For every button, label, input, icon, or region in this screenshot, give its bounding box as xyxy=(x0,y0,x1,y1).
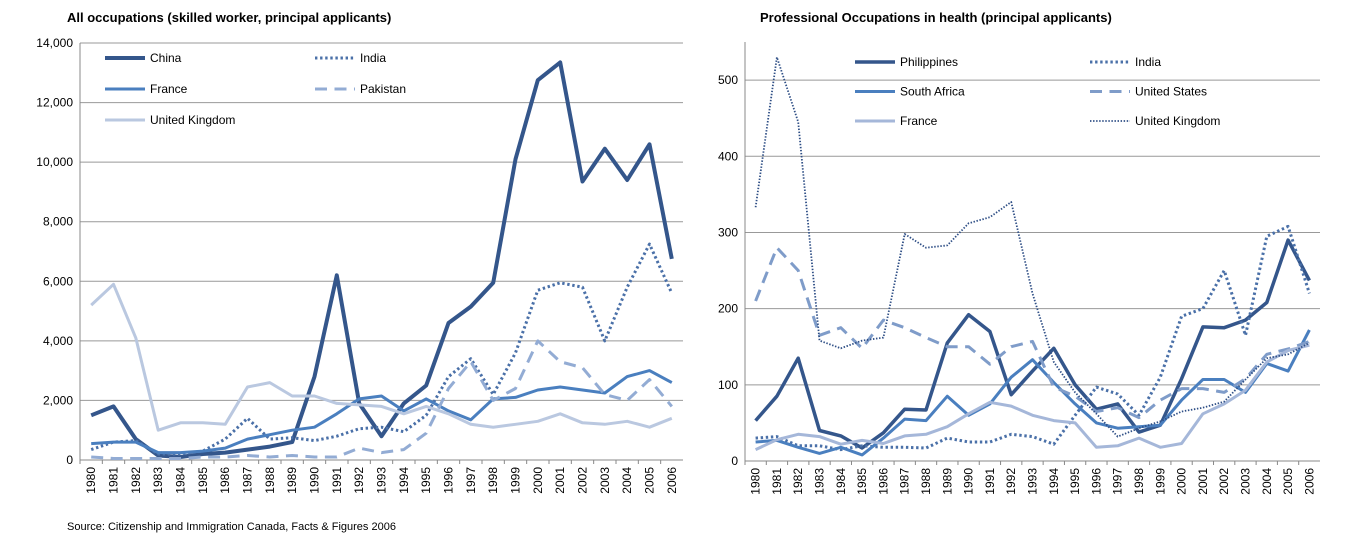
y-tick-label: 14,000 xyxy=(36,36,73,50)
x-tick-label: 1999 xyxy=(509,467,523,494)
x-tick-label: 1981 xyxy=(770,468,784,495)
x-tick-label: 1994 xyxy=(397,467,411,494)
legend-label: United Kingdom xyxy=(1135,114,1220,128)
x-tick-label: 2000 xyxy=(531,467,545,494)
x-tick-label: 1987 xyxy=(898,468,912,495)
x-tick-label: 1980 xyxy=(749,468,763,495)
x-tick-label: 2005 xyxy=(643,467,657,494)
x-tick-label: 1996 xyxy=(442,467,456,494)
x-tick-label: 1996 xyxy=(1089,468,1103,495)
x-tick-label: 1984 xyxy=(174,467,188,494)
data-line xyxy=(91,369,673,455)
y-tick-label: 6,000 xyxy=(43,274,73,288)
x-tick-label: 1990 xyxy=(308,467,322,494)
x-tick-label: 1988 xyxy=(263,467,277,494)
x-tick-label: 1987 xyxy=(241,467,255,494)
x-tick-label: 2005 xyxy=(1281,468,1295,495)
x-tick-label: 2004 xyxy=(1260,468,1274,495)
y-tick-label: 4,000 xyxy=(43,334,73,348)
y-tick-label: 100 xyxy=(718,378,738,392)
x-tick-label: 2000 xyxy=(1175,468,1189,495)
x-tick-label: 1983 xyxy=(151,467,165,494)
x-tick-label: 1995 xyxy=(1068,468,1082,495)
legend-label: United Kingdom xyxy=(150,113,235,127)
x-tick-label: 1989 xyxy=(940,468,954,495)
y-tick-label: 300 xyxy=(718,225,738,239)
legend-label: Pakistan xyxy=(360,82,406,96)
legend-label: China xyxy=(150,51,182,65)
data-line xyxy=(91,339,673,460)
x-tick-label: 1993 xyxy=(375,467,389,494)
x-tick-label: 1983 xyxy=(813,468,827,495)
data-line xyxy=(90,282,673,432)
legend-label: India xyxy=(1135,55,1161,69)
data-line xyxy=(754,246,1310,420)
x-tick-label: 2002 xyxy=(1217,468,1231,495)
x-tick-label: 1982 xyxy=(129,467,143,494)
data-line xyxy=(754,343,1310,451)
x-tick-label: 2003 xyxy=(598,467,612,494)
x-tick-label: 1985 xyxy=(196,467,210,494)
x-tick-label: 1990 xyxy=(962,468,976,495)
chart-title: All occupations (skilled worker, princip… xyxy=(67,10,391,25)
data-line xyxy=(754,238,1311,450)
x-tick-label: 1986 xyxy=(876,468,890,495)
x-tick-label: 1988 xyxy=(919,468,933,495)
x-tick-label: 1982 xyxy=(791,468,805,495)
legend-label: Philippines xyxy=(900,55,958,69)
x-tick-label: 2006 xyxy=(665,467,679,494)
x-tick-label: 1984 xyxy=(834,468,848,495)
y-tick-label: 12,000 xyxy=(36,96,73,110)
y-tick-label: 2,000 xyxy=(43,393,73,407)
x-tick-label: 2001 xyxy=(553,467,567,494)
x-tick-label: 2002 xyxy=(576,467,590,494)
x-tick-label: 1993 xyxy=(1026,468,1040,495)
x-tick-label: 1995 xyxy=(419,467,433,494)
legend-label: France xyxy=(150,82,188,96)
x-tick-label: 1981 xyxy=(107,467,121,494)
data-line xyxy=(90,242,674,456)
y-tick-label: 0 xyxy=(66,453,73,467)
legend-label: India xyxy=(360,51,386,65)
chart-title: Professional Occupations in health (prin… xyxy=(760,10,1112,25)
x-tick-label: 1999 xyxy=(1153,468,1167,495)
x-tick-label: 1980 xyxy=(84,467,98,494)
y-tick-label: 400 xyxy=(718,149,738,163)
x-tick-label: 1997 xyxy=(1111,468,1125,495)
x-tick-label: 1986 xyxy=(218,467,232,494)
y-tick-label: 0 xyxy=(731,454,738,468)
x-tick-label: 2001 xyxy=(1196,468,1210,495)
x-tick-label: 1991 xyxy=(330,467,344,494)
legend-label: France xyxy=(900,114,938,128)
y-tick-label: 8,000 xyxy=(43,215,73,229)
legend-label: South Africa xyxy=(900,85,965,99)
y-tick-label: 10,000 xyxy=(36,155,73,169)
y-tick-label: 200 xyxy=(718,302,738,316)
x-tick-label: 1994 xyxy=(1047,468,1061,495)
data-line xyxy=(755,329,1311,457)
x-tick-label: 1991 xyxy=(983,468,997,495)
x-tick-label: 2006 xyxy=(1302,468,1316,495)
x-tick-label: 1989 xyxy=(285,467,299,494)
x-tick-label: 1985 xyxy=(855,468,869,495)
x-tick-label: 1998 xyxy=(486,467,500,494)
x-tick-label: 1998 xyxy=(1132,468,1146,495)
source-note: Source: Citizenship and Immigration Cana… xyxy=(67,521,396,533)
x-tick-label: 2004 xyxy=(620,467,634,494)
data-line xyxy=(90,60,674,459)
x-tick-label: 2003 xyxy=(1238,468,1252,495)
x-tick-label: 1992 xyxy=(352,467,366,494)
y-tick-label: 500 xyxy=(718,73,738,87)
x-tick-label: 1997 xyxy=(464,467,478,494)
x-tick-label: 1992 xyxy=(1004,468,1018,495)
legend-label: United States xyxy=(1135,85,1207,99)
